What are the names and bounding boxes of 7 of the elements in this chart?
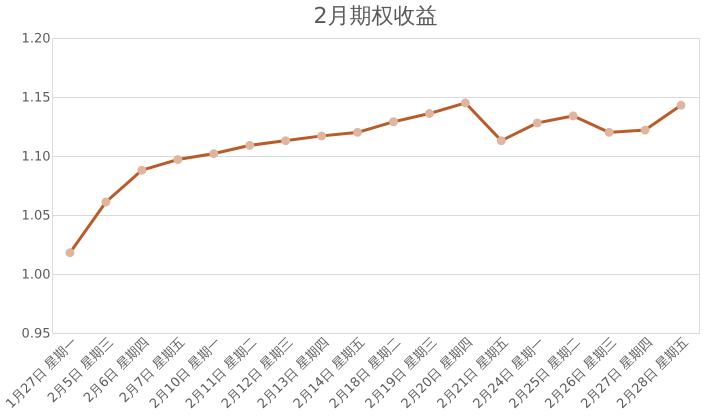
y-tick-label: 1.20 bbox=[22, 32, 50, 46]
y-tick-label: 1.15 bbox=[22, 90, 50, 106]
y-tick-label: 1.05 bbox=[22, 208, 50, 224]
y-tick-label: 1.10 bbox=[22, 150, 50, 164]
chart-title: 2月期权收益 bbox=[314, 4, 438, 29]
y-tick-label: 1.00 bbox=[22, 268, 50, 282]
y-tick-label: 0.95 bbox=[22, 326, 50, 342]
